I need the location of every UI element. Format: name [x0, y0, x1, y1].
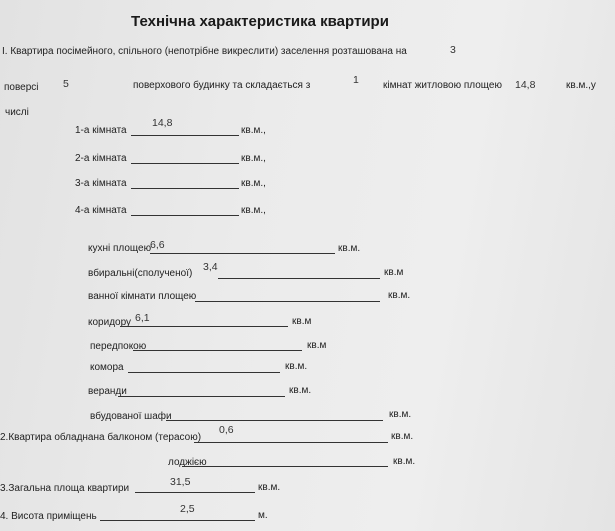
kitchen-unit: кв.м.: [338, 243, 361, 254]
room-2-label: 2-а кімната: [75, 153, 127, 164]
room-1-label: 1-а кімната: [75, 125, 127, 136]
floor-label: поверсі: [4, 82, 39, 93]
toilet-value: 3,4: [203, 261, 218, 273]
ceiling-height-label: 4. Висота приміщень: [0, 511, 97, 522]
balcony-value: 0,6: [219, 424, 234, 436]
ceiling-height-unit: м.: [258, 510, 268, 521]
loggia-line: [182, 466, 388, 467]
room-3-unit: кв.м.,: [241, 178, 266, 189]
pantry-unit: кв.м.: [285, 361, 308, 372]
corridor-value: 6,1: [135, 312, 150, 324]
total-area-unit: кв.м.: [258, 482, 281, 493]
total-area-value: 31,5: [170, 476, 191, 488]
bathroom-unit: кв.м.: [388, 290, 411, 301]
wardrobe-line: [166, 420, 383, 421]
bathroom-line: [195, 301, 380, 302]
wardrobe-label: вбудованої шафи: [90, 411, 172, 422]
room-4-unit: кв.м.,: [241, 205, 266, 216]
pantry-label: комора: [90, 362, 124, 373]
loggia-label: лоджією: [168, 457, 207, 468]
room-3-label: 3-а кімната: [75, 178, 127, 189]
ceiling-height-line: [100, 520, 255, 521]
room-1-value: 14,8: [152, 117, 173, 129]
veranda-unit: кв.м.: [289, 385, 312, 396]
balcony-line: [194, 442, 388, 443]
section1-line2-unit: кв.м.,у: [566, 80, 596, 91]
pantry-line: [128, 372, 280, 373]
floor-value: 3: [450, 44, 456, 56]
hallway-label: передпокою: [90, 341, 147, 352]
loggia-unit: кв.м.: [393, 456, 416, 467]
toilet-line: [218, 278, 380, 279]
section1-line2-mid: поверхового будинку та складається з: [133, 80, 311, 91]
corridor-line: [120, 326, 288, 327]
room-4-line: [131, 215, 239, 216]
ceiling-height-value: 2,5: [180, 503, 195, 515]
veranda-line: [118, 396, 285, 397]
wardrobe-unit: кв.м.: [389, 409, 412, 420]
hallway-unit: кв.м: [307, 340, 327, 351]
kitchen-line: [150, 253, 335, 254]
hallway-line: [133, 350, 302, 351]
room-2-unit: кв.м.,: [241, 153, 266, 164]
balcony-label: 2.Квартира обладнана балконом (терасою): [0, 432, 202, 443]
room-4-label: 4-а кімната: [75, 205, 127, 216]
room-1-unit: кв.м.,: [241, 125, 266, 136]
kitchen-label: кухні площею: [88, 243, 152, 254]
storeys-value: 5: [63, 78, 69, 90]
corridor-unit: кв.м: [292, 316, 312, 327]
corridor-label: коридору: [88, 317, 132, 328]
bathroom-label: ванної кімнати площею: [88, 291, 197, 302]
room-1-line: [131, 135, 239, 136]
section1-line3: числі: [5, 107, 29, 118]
veranda-label: веранди: [88, 386, 127, 397]
section1-line2-rooms: кімнат житловою площею: [383, 80, 502, 91]
total-area-label: 3.Загальна площа квартири: [0, 483, 130, 494]
kitchen-value: 6,6: [150, 239, 165, 251]
total-area-line: [135, 492, 255, 493]
section1-line1: І. Квартира посімейного, спільного (непо…: [2, 46, 407, 57]
living-area-value: 14,8: [515, 79, 536, 91]
room-2-line: [131, 163, 239, 164]
balcony-unit: кв.м.: [391, 431, 414, 442]
rooms-count-value: 1: [353, 74, 359, 86]
document-title: Технічна характеристика квартири: [131, 13, 389, 30]
toilet-label: вбиральні(сполученої): [88, 268, 193, 279]
toilet-unit: кв.м: [384, 267, 404, 278]
room-3-line: [131, 188, 239, 189]
